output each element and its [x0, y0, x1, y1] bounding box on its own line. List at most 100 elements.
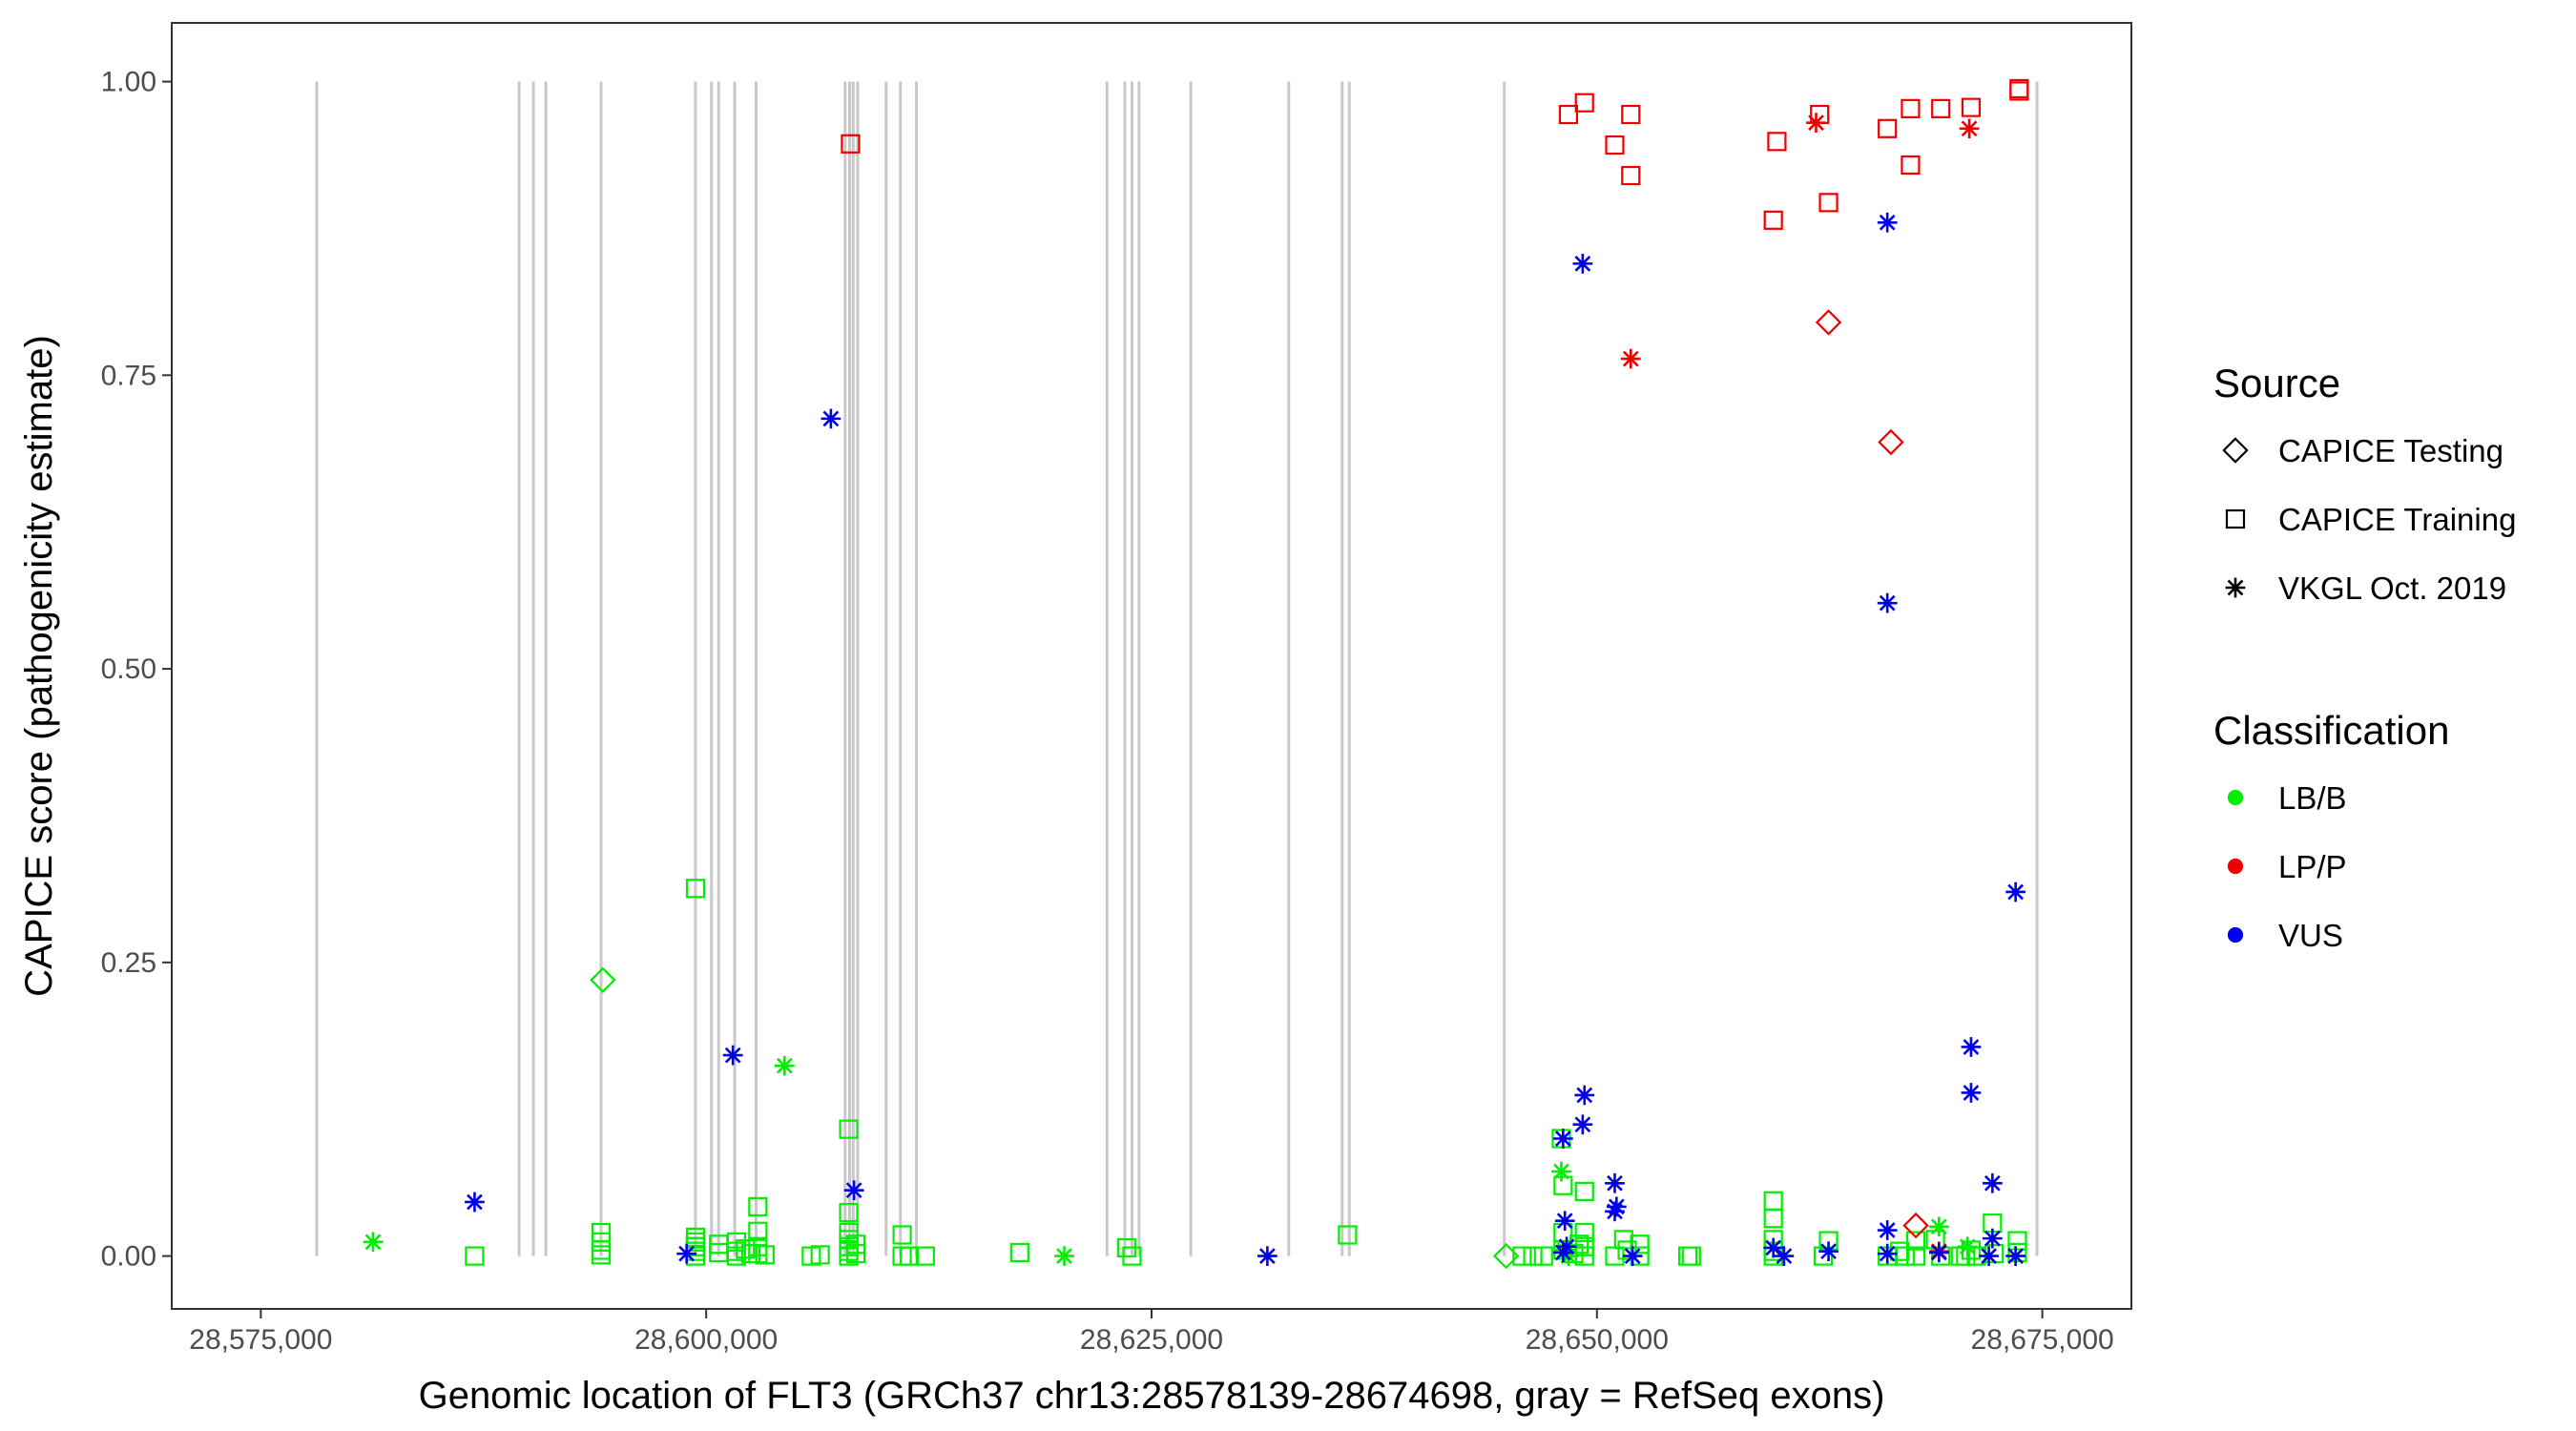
data-point [755, 1245, 775, 1265]
data-point [1983, 1228, 2003, 1249]
data-point [839, 1119, 859, 1139]
legend-key-asterisk [2225, 577, 2246, 598]
x-axis: 28,575,000 28,600,000 28,625,000 28,650,000… [189, 1309, 2114, 1356]
legend: Source CAPICE Testing CAPICE Training VKGL… [2213, 361, 2516, 953]
data-point [591, 1245, 612, 1265]
data-point [1763, 1237, 1784, 1258]
data-point [1928, 1216, 1949, 1237]
data-point [590, 966, 616, 994]
data-point [676, 1243, 696, 1264]
data-points [363, 78, 2029, 1270]
data-point [1621, 165, 1641, 186]
legend-label: CAPICE Training [2278, 502, 2516, 537]
x-tick-label: 28,650,000 [1526, 1324, 1669, 1356]
exon-lines [315, 81, 2039, 1256]
data-point [1605, 1201, 1625, 1222]
data-point [845, 1244, 866, 1264]
data-point [1572, 1114, 1593, 1135]
legend-key-diamond [2222, 437, 2249, 464]
legend-key-dot [2227, 926, 2244, 944]
data-point [1622, 1246, 1643, 1266]
data-point [1959, 118, 1980, 139]
data-point [1877, 212, 1898, 233]
data-point [1607, 1196, 1627, 1217]
legend-key-dot [2227, 858, 2244, 875]
data-point [1556, 1236, 1577, 1257]
data-point [1890, 1241, 1910, 1261]
data-point [1877, 592, 1898, 613]
data-point [1605, 1172, 1625, 1193]
legend-label: VKGL Oct. 2019 [2278, 570, 2506, 606]
data-point [1877, 1243, 1898, 1264]
data-point [1928, 1242, 1949, 1263]
data-point [1818, 1241, 1839, 1262]
data-point [1552, 1242, 1573, 1263]
data-point [1605, 135, 1625, 156]
plot-panel-border [171, 22, 2132, 1310]
data-point [748, 1196, 768, 1216]
data-point [465, 1246, 485, 1266]
data-point [892, 1246, 912, 1266]
data-point [1925, 1230, 1945, 1250]
data-point [1621, 104, 1641, 125]
legend-label: CAPICE Testing [2278, 433, 2503, 468]
data-point [1763, 1209, 1783, 1229]
data-point [1931, 1246, 1951, 1266]
data-point [1818, 193, 1839, 213]
data-point [1009, 1242, 1029, 1263]
data-point [1961, 1037, 1982, 1057]
data-point [2005, 881, 2025, 902]
data-point [1895, 1246, 1915, 1266]
data-point [1630, 1234, 1650, 1255]
data-point [1620, 348, 1641, 369]
legend-key-square [2225, 508, 2246, 529]
data-point [1983, 1172, 2003, 1193]
data-point [1122, 1246, 1142, 1266]
data-point [1905, 1231, 1926, 1251]
data-point [1574, 1181, 1594, 1201]
data-point [1878, 118, 1898, 138]
data-point [1979, 1246, 1999, 1266]
data-point [1574, 1222, 1594, 1243]
data-point [839, 1246, 859, 1266]
data-point [1961, 97, 1982, 117]
data-point [1533, 1246, 1553, 1266]
x-tick-label: 28,625,000 [1080, 1324, 1223, 1356]
data-point [839, 1202, 859, 1223]
data-point [843, 1180, 864, 1201]
data-point [1681, 1246, 1701, 1266]
y-axis-title: CAPICE score (pathogenicity estimate) [18, 335, 60, 997]
y-tick-label: 0.75 [101, 360, 156, 391]
data-point [774, 1055, 795, 1076]
legend-label: LB/B [2278, 780, 2347, 816]
data-point [1574, 1085, 1595, 1106]
data-point [1523, 1246, 1543, 1266]
data-point [915, 1246, 935, 1266]
data-point [810, 1245, 830, 1265]
x-tick-label: 28,575,000 [189, 1324, 332, 1356]
data-point [1617, 1240, 1637, 1260]
data-point [1957, 1236, 1978, 1257]
data-point [1257, 1246, 1278, 1266]
data-point [1878, 428, 1904, 456]
data-point [2005, 1246, 2025, 1266]
data-point [685, 879, 706, 899]
data-point [1512, 1246, 1532, 1266]
data-point [1338, 1225, 1358, 1245]
data-point [1961, 1083, 1982, 1103]
data-point [1613, 1230, 1633, 1250]
data-point [1574, 93, 1594, 113]
data-point [465, 1192, 485, 1213]
data-point [1763, 210, 1783, 230]
data-point [1806, 113, 1826, 133]
data-point [748, 1244, 768, 1264]
data-point [899, 1246, 920, 1266]
data-point [1763, 1191, 1783, 1211]
data-point [1558, 1246, 1579, 1266]
data-point [1931, 98, 1951, 118]
data-point [2007, 1242, 2027, 1263]
x-tick-label: 28,600,000 [634, 1324, 778, 1356]
data-point [892, 1225, 912, 1245]
data-point [1054, 1246, 1074, 1266]
